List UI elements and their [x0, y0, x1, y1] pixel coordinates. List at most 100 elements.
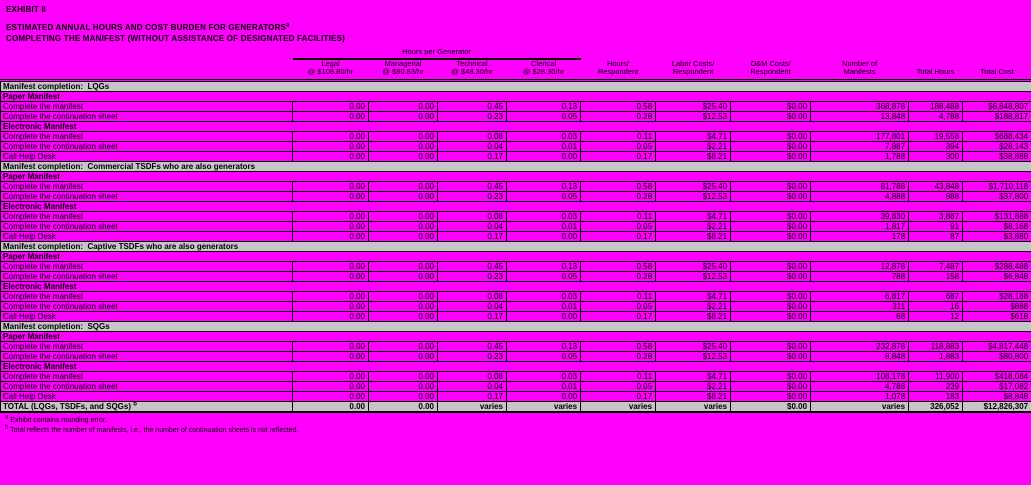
row-label: Complete the manifest [0, 340, 293, 352]
value-cell: $0.00 [730, 340, 812, 352]
value-cell: 81,788 [810, 180, 910, 192]
column-header: Managerial @ $80.83/hr [368, 58, 438, 82]
value-cell: 178 [810, 230, 910, 242]
value-cell: 0.05 [505, 190, 582, 202]
data-row: Complete the manifest 0.00 0.00 0.08 0.03 0.1… [0, 210, 1031, 222]
value-cell: 311 [810, 300, 910, 312]
value-cell: 0.00 [368, 370, 438, 382]
value-cell: 0.23 [437, 270, 507, 282]
value-cell: 0.05 [580, 140, 657, 152]
value-cell: 0.03 [505, 130, 582, 142]
value-cell: $25.40 [655, 260, 732, 272]
value-cell: 16 [908, 300, 964, 312]
value-cell: 0.00 [292, 310, 369, 322]
section-header-row: Manifest completion: Captive TSDFs who a… [0, 240, 1031, 252]
subsection-header-row: Electronic Manifest [0, 120, 1031, 132]
value-cell: 0.23 [437, 190, 507, 202]
value-cell: $618 [962, 310, 1031, 322]
row-label: Complete the continuation sheet [0, 110, 293, 122]
total-value-cell: 326,052 [908, 400, 964, 413]
value-cell: 0.00 [292, 340, 369, 352]
value-cell: 0.00 [292, 180, 369, 192]
value-cell: 0.01 [505, 140, 582, 152]
value-cell: 0.08 [437, 290, 507, 302]
value-cell: 1,078 [810, 390, 910, 402]
value-cell: 368,878 [810, 100, 910, 112]
value-cell: $0.00 [730, 140, 812, 152]
value-cell: $8,168 [962, 220, 1031, 232]
value-cell: 0.05 [505, 350, 582, 362]
value-cell: 0.45 [437, 180, 507, 192]
title-line-2: COMPLETING THE MANIFEST (WITHOUT ASSISTA… [6, 34, 345, 43]
value-cell: 0.00 [368, 290, 438, 302]
value-cell: 0.00 [292, 260, 369, 272]
value-cell: 0.00 [368, 340, 438, 352]
value-cell: 0.58 [580, 180, 657, 192]
value-cell: $12.53 [655, 350, 732, 362]
data-row: Complete the manifest 0.00 0.00 0.08 0.03 0.1… [0, 130, 1031, 142]
value-cell: 0.13 [505, 260, 582, 272]
value-cell: 0.28 [580, 350, 657, 362]
value-cell: 0.13 [505, 340, 582, 352]
value-cell: 0.13 [505, 100, 582, 112]
total-value-cell: varies [810, 400, 910, 413]
row-label: Complete the continuation sheet [0, 350, 293, 362]
value-cell: $1,710,118 [962, 180, 1031, 192]
subsection-header-row: Paper Manifest [0, 170, 1031, 182]
value-cell: 0.05 [505, 270, 582, 282]
row-label: Complete the manifest [0, 100, 293, 112]
data-row: Complete the continuation sheet 0.00 0.00 0… [0, 270, 1031, 282]
value-cell: 0.00 [368, 100, 438, 112]
value-cell: $8.21 [655, 390, 732, 402]
value-cell: $2.21 [655, 220, 732, 232]
value-cell: 0.00 [505, 230, 582, 242]
value-cell: 0.45 [437, 340, 507, 352]
value-cell: $2.21 [655, 380, 732, 392]
value-cell: 0.17 [580, 150, 657, 162]
value-cell: $0.00 [730, 370, 812, 382]
value-cell: $288,488 [962, 260, 1031, 272]
value-cell: $2.21 [655, 140, 732, 152]
row-label: Complete the manifest [0, 290, 293, 302]
value-cell: 0.00 [368, 350, 438, 362]
row-label: Call Help Desk [0, 390, 293, 402]
table-header: Hours per Generator Legal @ $108.80/hr Man… [0, 48, 1031, 82]
total-row: TOTAL (LQGs, TSDFs, and SQGs) b 0.00 0.00 v… [0, 400, 1031, 413]
value-cell: $0.00 [730, 260, 812, 272]
value-cell: $688,434 [962, 130, 1031, 142]
value-cell: 158 [908, 270, 964, 282]
value-cell: 0.00 [292, 130, 369, 142]
data-row: Complete the manifest 0.00 0.00 0.45 0.13 0.5… [0, 340, 1031, 352]
row-label: Call Help Desk [0, 150, 293, 162]
value-cell: 0.00 [292, 390, 369, 402]
row-label: Complete the manifest [0, 180, 293, 192]
value-cell: $0.00 [730, 110, 812, 122]
value-cell: $0.00 [730, 130, 812, 142]
data-row: Call Help Desk 0.00 0.00 0.17 0.00 0.17 $8.21 $… [0, 390, 1031, 402]
value-cell: 0.17 [580, 390, 657, 402]
subsection-header-row: Electronic Manifest [0, 280, 1031, 292]
value-cell: 0.00 [292, 220, 369, 232]
value-cell: 91 [908, 220, 964, 232]
value-cell: 0.01 [505, 300, 582, 312]
row-label: Call Help Desk [0, 230, 293, 242]
value-cell: $80,800 [962, 350, 1031, 362]
value-cell: 0.00 [292, 110, 369, 122]
total-value-cell: $0.00 [730, 400, 812, 413]
value-cell: $25.40 [655, 100, 732, 112]
value-cell: 0.00 [292, 380, 369, 392]
value-cell: $0.00 [730, 290, 812, 302]
row-label: Complete the manifest [0, 260, 293, 272]
title-line-1: ESTIMATED ANNUAL HOURS AND COST BURDEN F… [6, 22, 290, 32]
total-value-cell: $12,826,307 [962, 400, 1031, 413]
data-row: Complete the manifest 0.00 0.00 0.08 0.03 0.1… [0, 370, 1031, 382]
value-cell: 0.00 [368, 260, 438, 272]
value-cell: 0.28 [580, 110, 657, 122]
value-cell: 0.00 [368, 390, 438, 402]
value-cell: 0.17 [437, 150, 507, 162]
subsection-header-row: Paper Manifest [0, 250, 1031, 262]
value-cell: 0.08 [437, 130, 507, 142]
value-cell: 4,788 [810, 380, 910, 392]
data-row: Complete the continuation sheet 0.00 0.00 0… [0, 220, 1031, 232]
value-cell: 0.00 [368, 270, 438, 282]
